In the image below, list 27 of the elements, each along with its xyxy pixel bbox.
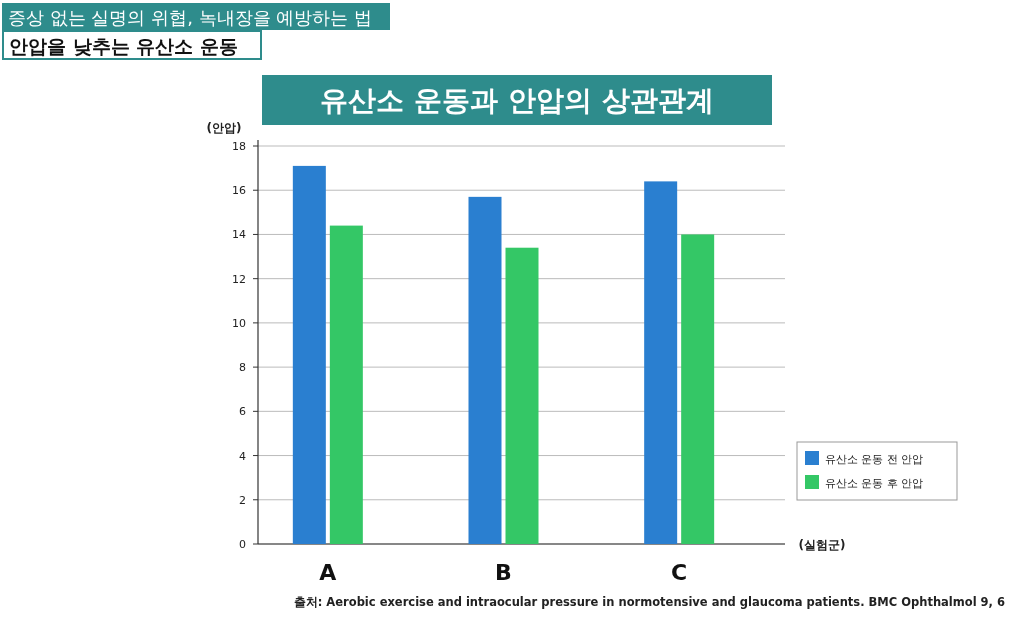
- y-tick-label: 16: [232, 184, 246, 198]
- legend-label: 유산소 운동 전 안압: [825, 453, 924, 466]
- x-tick-label: C: [671, 560, 688, 585]
- y-tick-label: 10: [232, 316, 246, 330]
- y-tick-label: 8: [239, 361, 246, 375]
- y-tick-label: 14: [232, 228, 246, 242]
- y-tick-label: 12: [232, 272, 246, 286]
- y-tick-label: 2: [239, 493, 246, 507]
- bar: [505, 247, 539, 544]
- chart-title: 유산소 운동과 안압의 상관관계: [320, 84, 714, 117]
- bar: [329, 225, 363, 544]
- x-tick-label: B: [495, 560, 512, 585]
- x-axis-title: (실험군): [798, 538, 846, 552]
- y-tick-label: 0: [239, 538, 246, 551]
- bar: [644, 181, 678, 544]
- y-tick-label: 6: [239, 405, 246, 419]
- y-tick-label: 4: [239, 449, 246, 463]
- legend-label: 유산소 운동 후 안압: [825, 477, 924, 490]
- text: 증상 없는 실명의 위협, 녹내장을 예방하는 법: [8, 7, 373, 28]
- x-tick-label: A: [319, 560, 337, 585]
- y-axis-title: (안압): [206, 121, 242, 135]
- source-note: 출처: Aerobic exercise and intraocular pressure in normotensive and glaucoma patients. BMC Ophthalmol 9, 6: [293, 595, 1005, 609]
- bar: [292, 165, 326, 544]
- text: 안압을 낮추는 유산소 운동: [9, 35, 238, 57]
- bar: [468, 196, 502, 544]
- bar: [681, 234, 715, 544]
- y-tick-label: 18: [232, 140, 246, 153]
